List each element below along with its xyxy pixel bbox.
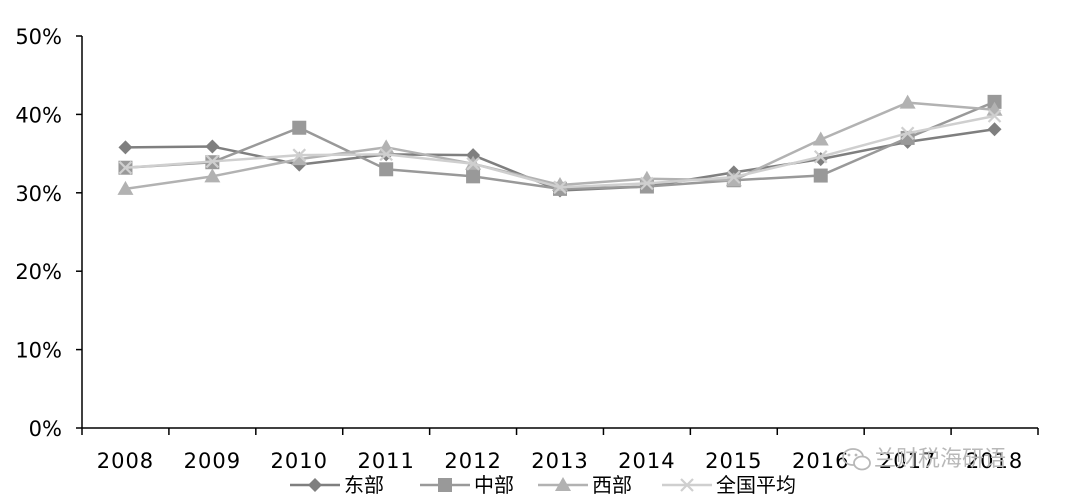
data-point [812,131,829,146]
x-tick-label: 2017 [879,449,936,473]
y-tick-label: 20% [15,260,62,284]
data-point [205,154,220,169]
legend-item-1: 中部 [420,473,514,497]
watermark: 兰财税海研语 [842,447,1006,472]
y-tick-label: 0% [29,417,62,441]
data-point [292,148,307,162]
legend-label: 中部 [474,473,514,497]
x-marker-stroke [680,478,694,492]
x-tick-label: 2013 [531,449,588,473]
x-marker-stroke [640,176,654,191]
data-point [987,122,1002,137]
x-marker-stroke [900,126,915,140]
legend-item-0: 东部 [290,473,384,497]
series-3 [118,109,1002,195]
x-tick-label: 2015 [705,449,762,473]
data-point [379,147,393,162]
y-tick-label: 10% [15,339,62,363]
legend-label: 西部 [592,473,632,497]
data-point [899,94,916,109]
legend-marker [555,477,571,491]
data-point [118,140,133,155]
legend-marker [680,478,694,492]
y-tick-label: 40% [15,103,62,127]
x-tick-label: 2016 [792,449,849,473]
x-tick-label: 2012 [444,449,501,473]
legend-marker [438,478,452,492]
x-marker-stroke [553,180,567,195]
data-point [466,169,481,184]
x-marker-stroke [205,154,220,169]
data-point [205,139,220,154]
legend: 东部 中部 西部 全国平均 [290,473,796,497]
data-point [987,109,1002,123]
data-point [640,176,654,191]
x-marker-stroke [292,148,307,162]
data-point [291,151,308,166]
data-point [900,126,915,140]
data-point [466,157,480,171]
data-point [725,172,742,187]
data-point [813,149,828,164]
y-axis: 0% 10% 20% 30% 40% 50% [15,25,83,441]
y-tick-label: 30% [15,182,62,206]
wechat-icon [842,448,871,471]
x-tick-label: 2010 [271,449,328,473]
data-point [379,162,394,177]
x-marker-stroke [987,109,1002,123]
data-point [466,148,481,163]
x-tick-label: 2014 [618,449,675,473]
series-2 [117,94,1003,195]
x-tick-label: 2018 [966,449,1023,473]
data-point [117,180,134,195]
x-tick-label: 2011 [357,449,414,473]
x-marker-stroke [813,149,828,164]
legend-label: 东部 [344,473,384,497]
x-tick-label: 2009 [184,449,241,473]
x-marker-stroke [727,170,741,184]
data-point [813,168,828,183]
x-tick-label: 2008 [97,449,154,473]
x-marker-stroke [118,160,133,175]
legend-label: 全国平均 [716,473,796,497]
data-point [378,139,395,154]
legend-item-3: 全国平均 [662,473,796,497]
x-marker-stroke [466,157,480,171]
x-axis: 2008 2009 2010 2011 2012 2013 2014 2015 2016 2017… [81,427,1039,473]
data-point [553,180,567,195]
data-point [638,170,655,185]
legend-marker [308,478,322,492]
series-layer [117,94,1003,198]
data-point [204,168,221,183]
y-tick-label: 50% [15,25,62,49]
legend-item-2: 西部 [538,473,632,497]
x-marker-stroke [379,147,393,162]
data-point [727,170,741,184]
data-point [292,120,307,135]
data-point [118,160,133,175]
watermark-text: 兰财税海研语 [874,447,1006,472]
